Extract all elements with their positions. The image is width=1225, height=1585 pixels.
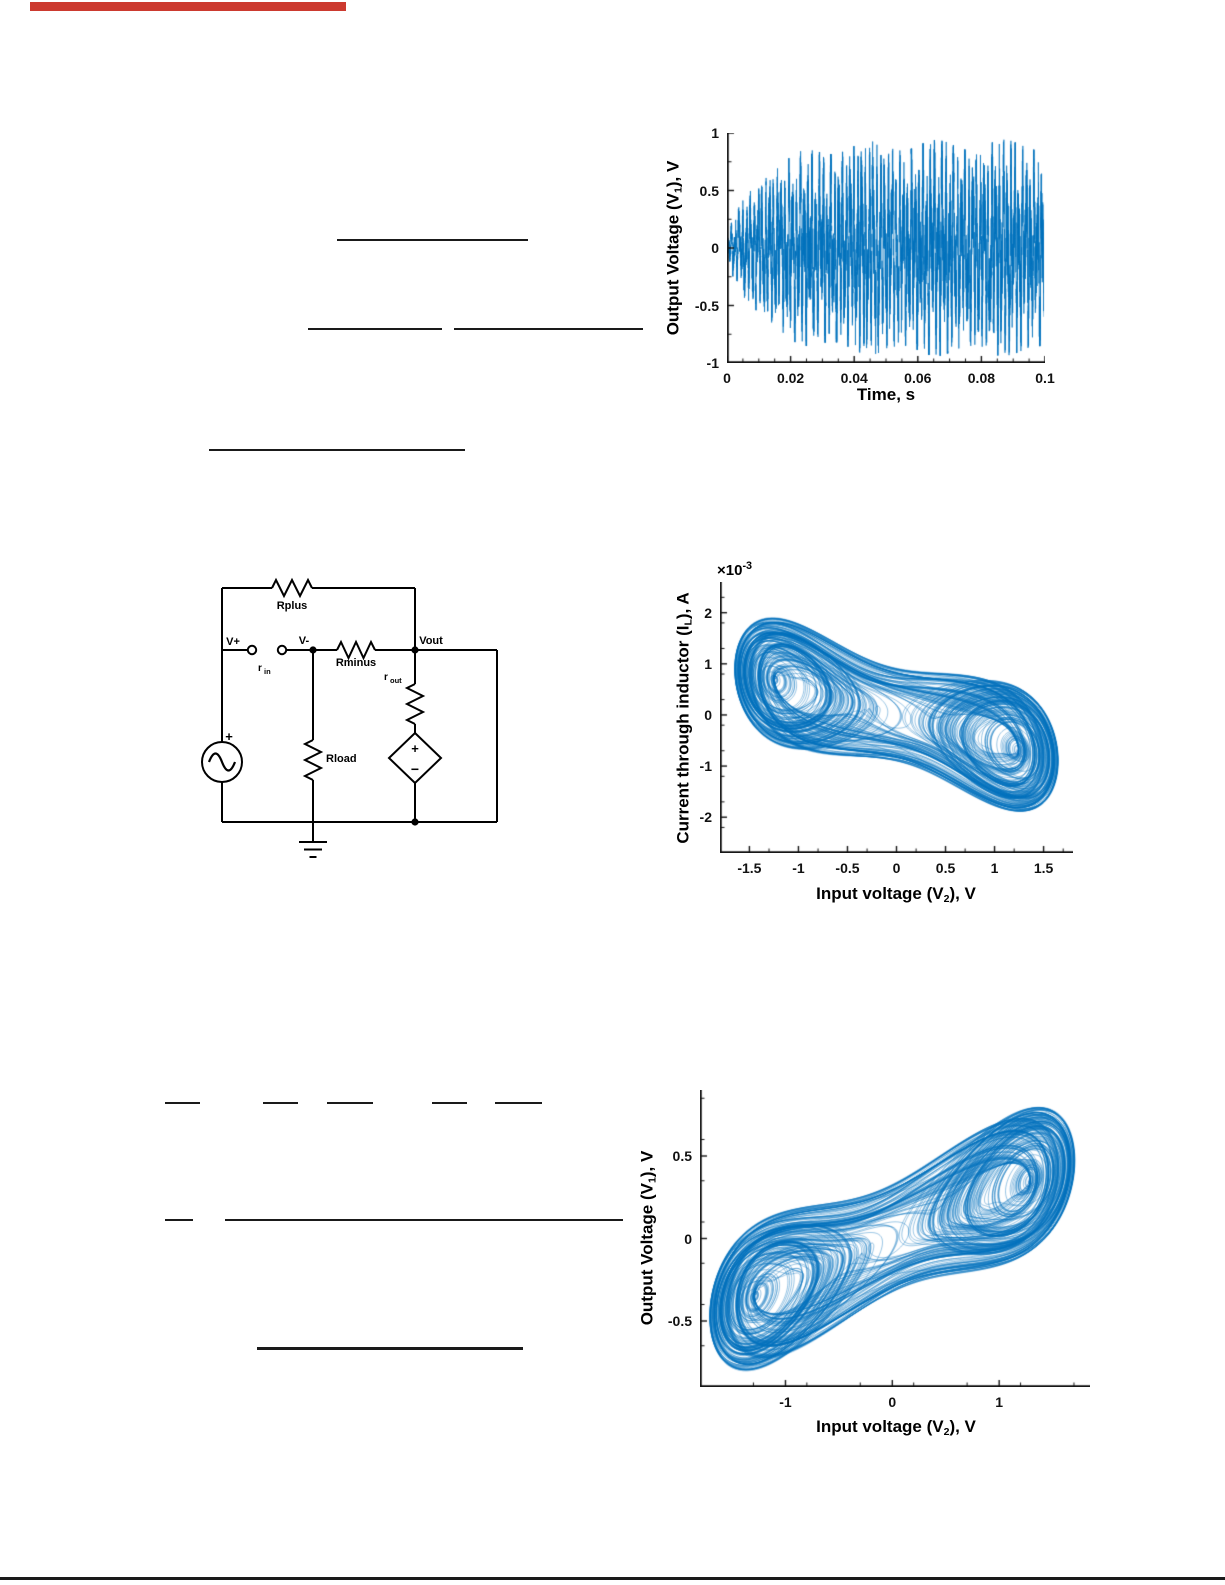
plot1-y-axis-label: Output Voltage (V1), V	[663, 160, 685, 336]
inductor-current-phase-portrait-x-tick-0.5: 0.5	[935, 860, 956, 876]
sine-wave-icon	[207, 752, 237, 772]
inductor-current-phase-portrait-plot-canvas	[720, 582, 1073, 853]
equation-fraction-bar-9	[495, 1102, 542, 1104]
plot2-x-axis-label: Input voltage (V2), V	[816, 884, 976, 905]
label-v-minus: V-	[299, 635, 310, 647]
ground-icon	[299, 841, 327, 858]
inductor-current-phase-portrait-y-tick-0: 0	[704, 706, 712, 723]
footer-rule	[0, 1577, 1225, 1580]
equation-fraction-bar-11	[225, 1219, 623, 1221]
inductor-current-phase-portrait-x-tick-0: 0	[892, 860, 901, 876]
label-rplus: Rplus	[277, 600, 308, 612]
resistor-rminus	[336, 639, 376, 661]
terminal-vminus	[276, 644, 288, 656]
output-voltage-time-series-y-tick-0.5: 0.5	[699, 182, 719, 199]
output-voltage-time-series-plot-canvas	[727, 133, 1045, 363]
output-voltage-time-series-y-tick-0: 0	[711, 240, 719, 256]
output-vs-input-voltage-phase-portrait-x-tick-1: 1	[995, 1394, 1004, 1410]
label-vout: Vout	[419, 635, 443, 647]
label-r-in: r	[258, 663, 262, 674]
output-voltage-time-series-x-tick-0.04: 0.04	[840, 370, 868, 386]
output-voltage-time-series-x-tick-0.1: 0.1	[1035, 370, 1055, 386]
inductor-current-phase-portrait-y-tick--1: -1	[699, 758, 712, 775]
inductor-current-phase-portrait-y-tick-2: 2	[704, 604, 712, 621]
inductor-current-phase-portrait-x-tick-1.5: 1.5	[1033, 860, 1054, 876]
label-rload: Rload	[326, 753, 357, 765]
output-voltage-time-series-x-tick-0.08: 0.08	[967, 370, 996, 386]
output-vs-input-voltage-phase-portrait-x-tick--1: -1	[779, 1394, 792, 1410]
output-vs-input-voltage-phase-portrait-y-tick-0.5: 0.5	[672, 1148, 692, 1164]
inductor-current-phase-portrait-y-tick-1: 1	[704, 655, 712, 672]
label-rminus: Rminus	[336, 657, 376, 669]
inductor-current-phase-portrait-x-tick--0.5: -0.5	[835, 860, 860, 876]
inductor-current-phase-portrait-x-tick--1.5: -1.5	[737, 860, 762, 876]
output-vs-input-voltage-phase-portrait-y-tick-0: 0	[684, 1230, 692, 1247]
plot2-y-axis-label: Current through inductor (IL), A	[673, 592, 695, 844]
resistor-rload	[302, 739, 324, 781]
circuit-diagram: Rplus V+ V- r in Rminus Vout r out Rload…	[201, 577, 498, 858]
equation-fraction-bar-10	[165, 1219, 193, 1221]
terminal-vplus	[246, 644, 258, 656]
redaction-highlight-bar	[30, 2, 346, 11]
output-voltage-time-series-x-tick-0: 0	[723, 370, 731, 386]
plot2-y-axis-multiplier: ×10-3	[717, 560, 753, 579]
plot3-y-axis-label: Output Voltage (V1), V	[637, 1150, 659, 1326]
equation-fraction-bar-1	[337, 239, 528, 241]
resistor-rplus	[271, 577, 313, 599]
plot3-x-axis-label: Input voltage (V2), V	[816, 1417, 976, 1438]
output-vs-input-voltage-phase-portrait-y-tick--0.5: -0.5	[667, 1313, 692, 1329]
equation-fraction-bar-7	[327, 1102, 373, 1104]
output-voltage-time-series-x-tick-0.06: 0.06	[904, 370, 932, 386]
label-dep-source-minus: −	[411, 761, 419, 777]
inductor-current-phase-portrait-y-tick--2: -2	[699, 809, 712, 826]
equation-fraction-bar-4	[209, 449, 465, 451]
equation-fraction-bar-8	[432, 1102, 467, 1104]
equation-fraction-bar-12	[257, 1347, 523, 1350]
output-vs-input-voltage-phase-portrait-plot-canvas	[700, 1090, 1090, 1387]
equation-fraction-bar-2	[308, 328, 442, 330]
equation-fraction-bar-3	[454, 328, 643, 330]
label-r-out-sub: out	[390, 676, 402, 685]
label-r-out: r	[384, 672, 388, 683]
label-r-in-sub: in	[264, 667, 271, 676]
inductor-current-phase-portrait-x-tick--1: -1	[792, 860, 805, 876]
plot1-x-axis-label: Time, s	[856, 385, 916, 404]
output-voltage-time-series-y-tick--1: -1	[706, 355, 719, 371]
output-voltage-time-series-y-tick-1: 1	[711, 125, 719, 141]
equation-fraction-bar-6	[263, 1102, 298, 1104]
output-vs-input-voltage-phase-portrait-x-tick-0: 0	[888, 1394, 897, 1410]
label-dep-source-plus: +	[411, 741, 419, 756]
inductor-current-phase-portrait-x-tick-1: 1	[990, 860, 999, 876]
label-v-plus: V+	[226, 636, 240, 648]
output-voltage-time-series-y-tick--0.5: -0.5	[694, 297, 719, 314]
output-voltage-time-series-x-tick-0.02: 0.02	[776, 370, 805, 386]
resistor-rout	[404, 683, 426, 725]
label-source-plus: +	[225, 729, 233, 744]
equation-fraction-bar-5	[165, 1102, 200, 1104]
